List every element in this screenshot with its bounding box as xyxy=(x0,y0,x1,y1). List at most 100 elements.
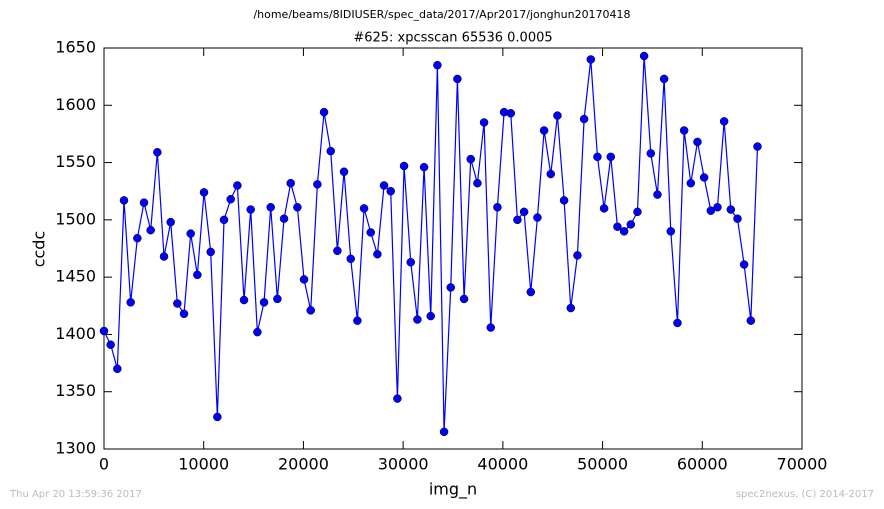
point xyxy=(699,173,709,182)
x-tick-label: 40000 xyxy=(477,455,528,474)
point xyxy=(119,196,129,205)
point xyxy=(219,215,229,225)
point xyxy=(153,148,162,157)
point xyxy=(719,117,729,126)
point xyxy=(493,203,502,212)
point xyxy=(433,60,442,70)
point xyxy=(566,303,576,313)
point xyxy=(226,194,235,204)
point xyxy=(606,152,616,162)
x-tick-label: 30000 xyxy=(378,455,429,474)
point xyxy=(486,323,496,332)
footer-left: Thu Apr 20 13:59:36 2017 xyxy=(9,489,142,500)
point xyxy=(339,167,349,176)
point xyxy=(359,204,369,213)
point xyxy=(553,111,562,120)
x-tick-label: 20000 xyxy=(278,455,329,474)
point xyxy=(673,318,682,328)
point xyxy=(353,316,362,325)
point xyxy=(373,249,382,259)
point xyxy=(259,298,269,307)
point xyxy=(279,214,289,223)
point xyxy=(233,181,242,190)
plot-frame xyxy=(103,47,803,450)
point xyxy=(319,107,329,117)
point xyxy=(526,287,536,297)
point xyxy=(266,203,275,212)
point xyxy=(746,316,756,325)
x-tick-label: 0 xyxy=(99,455,109,474)
point xyxy=(546,169,556,179)
point xyxy=(633,207,642,217)
x-axis-label: img_n xyxy=(429,480,477,500)
point xyxy=(333,246,342,256)
point xyxy=(386,186,395,196)
point xyxy=(253,327,262,337)
point xyxy=(739,260,749,269)
point xyxy=(586,55,596,64)
point xyxy=(133,233,142,243)
y-tick-label: 1400 xyxy=(55,324,96,343)
point xyxy=(213,412,222,422)
point xyxy=(726,205,736,214)
y-tick-label: 1600 xyxy=(55,95,96,114)
point xyxy=(179,309,189,319)
point xyxy=(559,196,569,205)
x-tick-label: 60000 xyxy=(677,455,728,474)
point xyxy=(473,178,482,188)
point xyxy=(406,257,415,267)
point xyxy=(159,252,169,261)
point xyxy=(653,190,662,199)
point xyxy=(506,109,516,118)
point xyxy=(326,146,335,156)
point xyxy=(299,275,309,284)
point xyxy=(113,364,122,374)
point xyxy=(166,217,175,227)
y-tick-label: 1450 xyxy=(55,267,96,286)
point xyxy=(693,137,702,147)
point xyxy=(459,294,469,304)
point xyxy=(659,74,669,84)
point xyxy=(686,178,696,188)
point xyxy=(619,227,629,236)
point xyxy=(246,205,255,214)
point xyxy=(753,142,762,151)
point xyxy=(679,126,689,135)
point xyxy=(139,198,149,207)
point xyxy=(146,225,155,235)
x-tick-label: 70000 xyxy=(777,455,828,474)
point xyxy=(479,118,489,127)
point xyxy=(426,311,435,321)
point xyxy=(206,247,215,257)
suptitle: /home/beams/8IDIUSER/spec_data/2017/Apr2… xyxy=(253,8,630,21)
point xyxy=(639,51,649,61)
point xyxy=(593,152,602,162)
point xyxy=(666,227,676,236)
point xyxy=(399,161,409,171)
y-tick-label: 1350 xyxy=(55,381,96,400)
point xyxy=(419,162,429,172)
y-tick-label: 1300 xyxy=(55,439,96,458)
point xyxy=(306,306,315,315)
point xyxy=(646,149,656,158)
point xyxy=(519,207,529,217)
point xyxy=(733,214,742,223)
point xyxy=(573,251,582,260)
y-axis-label: ccdc xyxy=(30,231,49,268)
chart-title: #625: xpcsscan 65536 0.0005 xyxy=(353,31,552,46)
point xyxy=(126,298,135,307)
point xyxy=(439,427,449,437)
point xyxy=(453,74,462,84)
point xyxy=(539,126,549,135)
series-line xyxy=(103,55,759,432)
point xyxy=(599,204,609,213)
point xyxy=(393,394,402,403)
point xyxy=(199,188,209,197)
point xyxy=(579,114,589,124)
point xyxy=(106,340,115,349)
point xyxy=(713,203,722,212)
x-tick-label: 50000 xyxy=(577,455,628,474)
point xyxy=(193,270,202,280)
point xyxy=(513,215,522,225)
